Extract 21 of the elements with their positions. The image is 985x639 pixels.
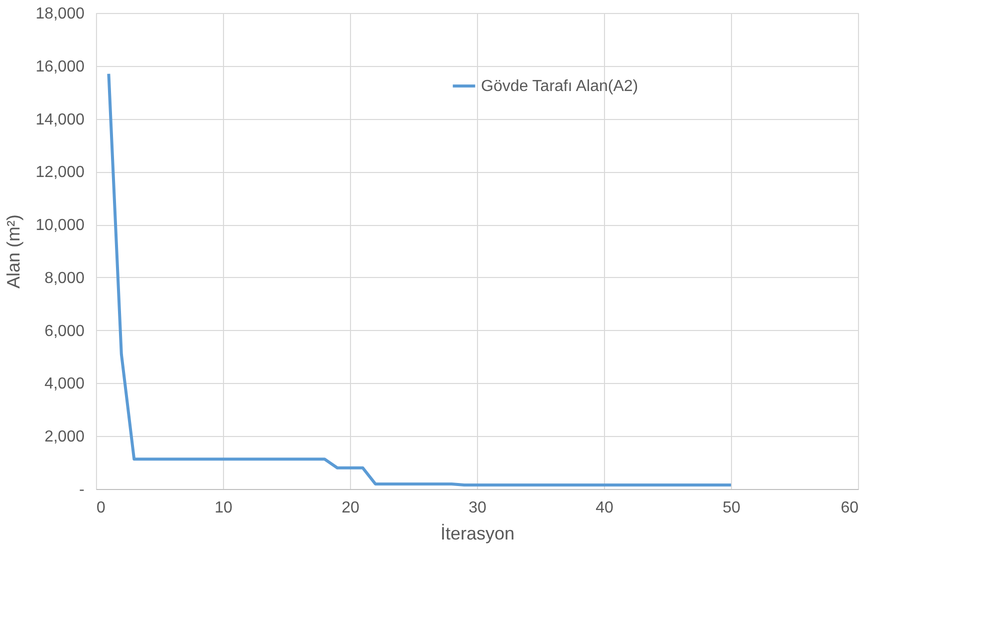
legend-label: Gövde Tarafı Alan(A2) (481, 78, 638, 95)
y-tick-label: 14,000 (36, 111, 85, 128)
x-axis-title: İterasyon (440, 524, 515, 544)
y-tick-label: 8,000 (44, 270, 85, 287)
y-tick-label: 10,000 (36, 217, 85, 234)
y-tick-label: 18,000 (36, 6, 85, 22)
x-tick-label: 20 (342, 500, 360, 516)
x-tick-label: 0 (96, 500, 106, 516)
x-tick-label: 60 (840, 500, 859, 516)
y-tick-label: 4,000 (44, 376, 85, 393)
x-tick-label: 40 (596, 500, 614, 516)
x-tick-label: 50 (722, 500, 740, 516)
y-tick-label: 2,000 (44, 428, 85, 446)
line-series (107, 72, 732, 487)
y-tick-label: 16,000 (36, 58, 85, 76)
y-tick-label: 6,000 (44, 322, 85, 340)
x-tick-label: 10 (214, 500, 232, 516)
y-tick-label: - (79, 482, 84, 498)
y-axis-title: Alan (m²) (4, 214, 24, 289)
y-tick-label: 12,000 (36, 164, 85, 182)
x-tick-label: 30 (468, 500, 486, 516)
